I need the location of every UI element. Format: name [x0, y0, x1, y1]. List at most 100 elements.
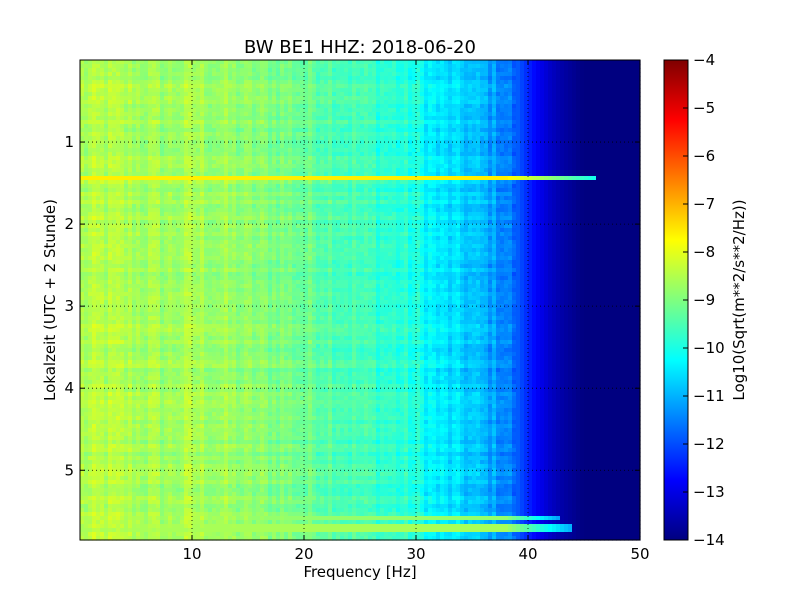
- heatmap-cell: [404, 164, 409, 169]
- heatmap-cell: [296, 88, 301, 93]
- heatmap-cell: [624, 120, 629, 125]
- heatmap-cell: [520, 76, 525, 81]
- heatmap-cell: [280, 100, 285, 105]
- heatmap-cell: [80, 156, 85, 161]
- heatmap-cell: [632, 180, 637, 185]
- heatmap-cell: [392, 168, 397, 173]
- heatmap-cell: [80, 192, 85, 197]
- heatmap-cell: [188, 148, 193, 153]
- heatmap-cell: [344, 180, 349, 185]
- heatmap-cell: [400, 156, 405, 161]
- heatmap-cell: [496, 164, 501, 169]
- heatmap-cell: [448, 108, 453, 113]
- heatmap-cell: [468, 120, 473, 125]
- heatmap-cell: [124, 136, 129, 141]
- heatmap-cell: [200, 116, 205, 121]
- heatmap-cell: [136, 68, 141, 73]
- heatmap-cell: [520, 68, 525, 73]
- heatmap-cell: [344, 164, 349, 169]
- heatmap-cell: [84, 156, 89, 161]
- heatmap-cell: [116, 160, 121, 165]
- heatmap-cell: [220, 188, 225, 193]
- heatmap-cell: [504, 84, 509, 89]
- heatmap-cell: [464, 176, 469, 181]
- heatmap-cell: [256, 128, 261, 133]
- heatmap-cell: [184, 136, 189, 141]
- heatmap-cell: [600, 108, 605, 113]
- heatmap-cell: [456, 60, 461, 65]
- heatmap-cell: [580, 156, 585, 161]
- heatmap-cell: [528, 76, 533, 81]
- heatmap-cell: [112, 144, 117, 149]
- heatmap-cell: [244, 88, 249, 93]
- heatmap-cell: [520, 60, 525, 65]
- heatmap-cell: [556, 88, 561, 93]
- heatmap-cell: [148, 84, 153, 89]
- heatmap-cell: [452, 108, 457, 113]
- heatmap-cell: [112, 116, 117, 121]
- heatmap-cell: [460, 100, 465, 105]
- heatmap-cell: [348, 152, 353, 157]
- heatmap-cell: [492, 168, 497, 173]
- heatmap-cell: [184, 64, 189, 69]
- heatmap-cell: [424, 84, 429, 89]
- heatmap-cell: [544, 128, 549, 133]
- heatmap-cell: [368, 88, 373, 93]
- heatmap-cell: [128, 132, 133, 137]
- heatmap-cell: [96, 88, 101, 93]
- heatmap-cell: [196, 160, 201, 165]
- heatmap-cell: [324, 176, 329, 181]
- heatmap-cell: [348, 64, 353, 69]
- heatmap-cell: [340, 68, 345, 73]
- heatmap-cell: [544, 184, 549, 189]
- heatmap-cell: [236, 80, 241, 85]
- heatmap-cell: [368, 120, 373, 125]
- heatmap-cell: [80, 148, 85, 153]
- heatmap-cell: [144, 108, 149, 113]
- heatmap-cell: [624, 156, 629, 161]
- heatmap-cell: [336, 164, 341, 169]
- heatmap-cell: [348, 92, 353, 97]
- heatmap-cell: [424, 64, 429, 69]
- heatmap-cell: [556, 64, 561, 69]
- heatmap-cell: [92, 116, 97, 121]
- heatmap-cell: [240, 88, 245, 93]
- heatmap-cell: [480, 136, 485, 141]
- heatmap-cell: [444, 60, 449, 65]
- heatmap-cell: [616, 176, 621, 181]
- heatmap-cell: [336, 168, 341, 173]
- heatmap-cell: [608, 64, 613, 69]
- heatmap-cell: [412, 104, 417, 109]
- heatmap-cell: [552, 84, 557, 89]
- heatmap-cell: [224, 148, 229, 153]
- heatmap-cell: [512, 172, 517, 177]
- heatmap-cell: [432, 152, 437, 157]
- heatmap-cell: [632, 84, 637, 89]
- heatmap-cell: [488, 168, 493, 173]
- heatmap-cell: [104, 72, 109, 77]
- heatmap-cell: [96, 68, 101, 73]
- heatmap-cell: [628, 144, 633, 149]
- heatmap-cell: [328, 68, 333, 73]
- heatmap-cell: [456, 84, 461, 89]
- heatmap-cell: [164, 112, 169, 117]
- heatmap-cell: [224, 76, 229, 81]
- heatmap-cell: [348, 180, 353, 185]
- heatmap-cell: [532, 172, 537, 177]
- heatmap-cell: [444, 72, 449, 77]
- heatmap-cell: [556, 192, 561, 197]
- heatmap-cell: [440, 200, 445, 205]
- heatmap-cell: [204, 68, 209, 73]
- heatmap-cell: [396, 152, 401, 157]
- heatmap-cell: [564, 148, 569, 153]
- heatmap-cell: [556, 80, 561, 85]
- heatmap-cell: [420, 64, 425, 69]
- heatmap-cell: [488, 64, 493, 69]
- heatmap-cell: [604, 124, 609, 129]
- heatmap-cell: [316, 132, 321, 137]
- heatmap-cell: [300, 192, 305, 197]
- heatmap-cell: [440, 76, 445, 81]
- heatmap-cell: [108, 144, 113, 149]
- heatmap-cell: [292, 168, 297, 173]
- heatmap-cell: [204, 132, 209, 137]
